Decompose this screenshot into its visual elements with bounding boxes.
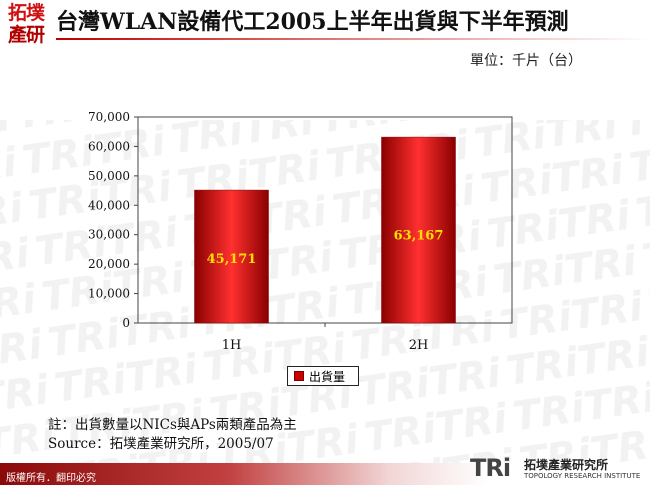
footer-bar (0, 463, 650, 485)
x-tick-label: 1H (222, 338, 242, 353)
x-tick-label: 2H (409, 338, 429, 353)
legend-swatch (294, 371, 304, 381)
copyright-text: 版權所有．翻印必究 (6, 473, 96, 484)
y-tick-label: 10,000 (88, 287, 130, 301)
tri-institute-logo: TRi 拓墣產業研究所 TOPOLOGY RESEARCH INSTITUTE (470, 454, 646, 484)
y-tick-label: 70,000 (88, 110, 130, 124)
logo-line-2: 產研 (8, 24, 45, 46)
legend-label: 出貨量 (309, 369, 346, 384)
plot-area (137, 116, 513, 324)
y-axis: 0 10,000 20,000 30,000 40,000 50,000 60,000 70,… (88, 110, 138, 330)
unit-label: 單位：千片（台） (470, 53, 582, 69)
title-underline (56, 38, 650, 40)
y-tick-label: 0 (122, 316, 130, 330)
tri-logo-english: TOPOLOGY RESEARCH INSTITUTE (524, 472, 641, 480)
bar-data-label: 45,171 (207, 252, 257, 267)
y-tick-label: 20,000 (88, 257, 130, 271)
tri-logo-mark: TRi (470, 454, 511, 482)
bar-data-label: 63,167 (394, 228, 444, 243)
y-tick-label: 60,000 (88, 139, 130, 153)
bars: 45,171 63,167 (194, 136, 456, 324)
legend: 出貨量 (287, 366, 359, 386)
y-tick-label: 30,000 (88, 228, 130, 242)
source-note: Source：拓墣產業研究所，2005/07 (48, 436, 274, 452)
tri-logo-chinese: 拓墣產業研究所 (524, 458, 609, 472)
page-title: 台灣WLAN設備代工2005上半年出貨與下半年預測 (56, 9, 569, 35)
footnote: 註：出貨數量以NICs與APs兩類產品為主 (48, 417, 297, 433)
y-tick-label: 50,000 (88, 169, 130, 183)
x-axis: 1H 2H (222, 323, 429, 353)
tri-red-logo: 拓墣 產研 (4, 2, 56, 50)
y-tick-label: 40,000 (88, 198, 130, 212)
bar (381, 136, 456, 324)
logo-line-1: 拓墣 (8, 2, 45, 24)
bar (194, 189, 269, 324)
